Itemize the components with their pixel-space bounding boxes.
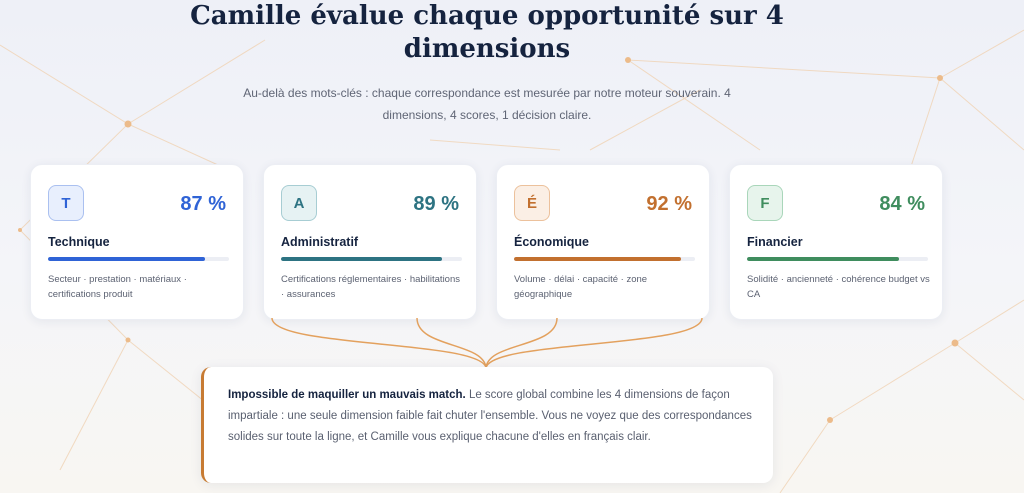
card-score-bar (514, 257, 695, 261)
card-description: Secteur · prestation · matériaux · certi… (48, 274, 187, 300)
card-score-bar-fill (281, 257, 443, 261)
card-score: 87 % (180, 193, 226, 215)
card-score: 92 % (646, 193, 692, 215)
callout-lead: Impossible de maquiller un mauvais match… (228, 389, 466, 401)
card-description: Volume · délai · capacité · zone géograp… (514, 274, 648, 300)
card-score: 84 % (879, 193, 925, 215)
callout-box: Impossible de maquiller un mauvais match… (201, 367, 773, 483)
card-letter-badge: T (48, 185, 84, 221)
dimension-card-administratif: A 89 % Administratif Certifications régl… (263, 164, 477, 320)
card-title: Administratif (281, 235, 359, 249)
card-description: Solidité · ancienneté · cohérence budget… (747, 274, 930, 300)
card-score-bar-fill (747, 257, 900, 261)
card-title: Économique (514, 235, 590, 249)
page-subtitle: Au-delà des mots-clés : chaque correspon… (243, 86, 731, 122)
card-description: Certifications réglementaires · habilita… (281, 274, 460, 300)
cards-connector-lines (271, 318, 703, 369)
card-score: 89 % (413, 193, 459, 215)
card-score-bar (281, 257, 462, 261)
card-letter-badge: É (514, 185, 550, 221)
card-score-bar-fill (514, 257, 681, 261)
callout-body: Le score global combine les 4 dimensions… (228, 389, 752, 443)
card-score-bar-fill (48, 257, 206, 261)
card-letter-badge: F (747, 185, 783, 221)
card-score-bar (48, 257, 229, 261)
dimension-card-financier: F 84 % Financier Solidité · ancienneté ·… (729, 164, 943, 320)
card-title: Technique (48, 235, 110, 249)
dimension-card-economique: É 92 % Économique Volume · délai · capac… (496, 164, 710, 320)
page-title: Camille évalue chaque opportunité sur 4 … (190, 1, 784, 64)
card-title: Financier (747, 235, 803, 249)
card-score-bar (747, 257, 928, 261)
card-letter-badge: A (281, 185, 317, 221)
dimension-card-technique: T 87 % Technique Secteur · prestation · … (30, 164, 244, 320)
